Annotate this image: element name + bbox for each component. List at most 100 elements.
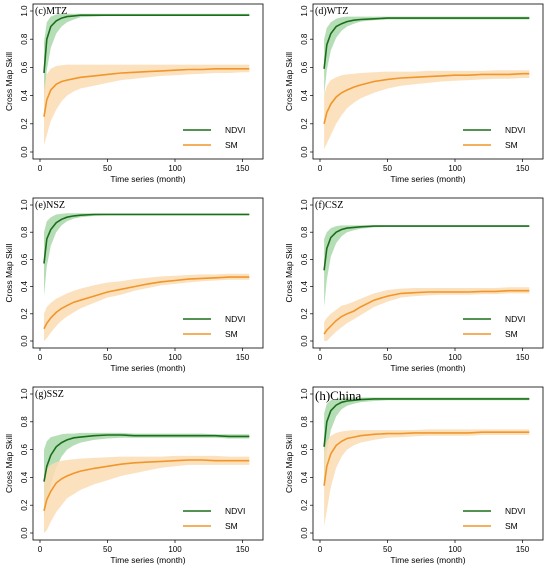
x-tick-label: 50 [383,545,392,554]
chart-panel-5: 0 50 100 150 0.0 0.2 0.4 0.6 0.8 1.0 Time series (… [4,386,264,565]
chart-panel-6: 0 50 100 150 0.0 0.2 0.4 0.6 0.8 1.0 Time series (… [284,386,544,565]
confidence-band-sm [324,70,530,150]
x-tick-label: 100 [168,545,182,554]
x-tick-label: 100 [168,164,182,173]
legend-label-ndvi: NDVI [505,314,525,324]
y-tick-label: 0.0 [300,527,309,539]
confidence-band-sm [44,64,250,145]
x-tick-label: 50 [383,164,392,173]
x-tick-label: 0 [318,353,323,362]
confidence-band-ndvi [44,13,250,105]
y-tick-label: 0.4 [300,89,309,101]
y-tick-label: 1.0 [20,5,29,17]
legend-label-ndvi: NDVI [225,125,245,135]
x-axis-label: Time series (month) [390,363,465,373]
x-tick-label: 150 [516,164,530,173]
chart-panel-2: 0 50 100 150 0.0 0.2 0.4 0.6 0.8 1.0 Time series (… [284,3,544,184]
y-tick-label: 1.0 [300,199,309,211]
series-line-sm [43,459,250,511]
series-line-sm [323,72,530,124]
series-line-ndvi [43,434,250,482]
plot-frame [32,197,264,349]
y-axis-label: Cross Map Skill [4,52,14,111]
x-tick-label: 0 [318,545,323,554]
x-tick-label: 100 [448,353,462,362]
series-line-ndvi [323,225,530,271]
y-tick-label: 0.8 [300,416,309,428]
x-tick-label: 100 [168,353,182,362]
x-tick-label: 150 [236,545,250,554]
y-tick-label: 0.8 [20,226,29,238]
x-axis-label: Time series (month) [110,174,185,184]
y-tick-label: 0.0 [20,527,29,539]
series-line-ndvi [323,398,530,447]
y-tick-label: 0.4 [20,89,29,101]
x-tick-label: 50 [103,353,112,362]
x-axis-label: Time series (month) [110,363,185,373]
y-tick-label: 0.2 [300,499,309,511]
y-tick-label: 0.6 [300,443,309,455]
y-axis-label: Cross Map Skill [4,243,14,302]
plot-frame [32,386,264,541]
x-tick-label: 0 [38,545,43,554]
confidence-band-sm [324,287,530,341]
legend-label-sm: SM [225,521,238,531]
series-line-ndvi [323,17,530,69]
chart-panel-1: 0 50 100 150 0.0 0.2 0.4 0.6 0.8 1.0 Time series (… [4,3,264,184]
panel-title: (e)NSZ [35,200,65,211]
x-tick-label: 50 [383,353,392,362]
y-tick-label: 0.2 [20,118,29,130]
y-tick-label: 0.8 [300,226,309,238]
y-tick-label: 1.0 [20,388,29,400]
confidence-band-ndvi [324,225,530,307]
panel-title: (f)CSZ [315,200,343,211]
confidence-band-sm [324,429,530,526]
plot-frame [312,386,544,541]
x-tick-label: 100 [448,164,462,173]
y-tick-label: 0.6 [300,253,309,265]
legend-label-sm: SM [225,329,238,339]
y-tick-label: 0.0 [20,146,29,158]
y-tick-label: 0.2 [300,308,309,320]
series-line-sm [43,68,250,117]
confidence-band-ndvi [324,16,530,96]
y-axis-label: Cross Map Skill [4,434,14,493]
plot-frame [312,3,544,160]
panel-title: (c)MTZ [35,6,67,17]
legend-label-ndvi: NDVI [225,314,245,324]
y-tick-label: 0.2 [300,118,309,130]
series-line-ndvi [43,14,250,74]
x-tick-label: 50 [103,545,112,554]
x-axis-label: Time series (month) [110,555,185,565]
legend-label-sm: SM [505,329,518,339]
legend-label-sm: SM [225,140,238,150]
y-tick-label: 0.2 [20,308,29,320]
chart-panel-4: 0 50 100 150 0.0 0.2 0.4 0.6 0.8 1.0 Time series (… [284,197,544,373]
panel-title: (g)SSZ [35,389,64,400]
y-tick-label: 0.4 [20,471,29,483]
y-tick-label: 0.0 [300,335,309,347]
confidence-band-sm [44,455,250,533]
confidence-band-sm [44,273,250,341]
y-tick-label: 0.4 [300,280,309,292]
y-axis-label: Cross Map Skill [284,52,294,111]
panel-title: (h)China [315,388,361,403]
y-tick-label: 1.0 [20,199,29,211]
y-axis-label: Cross Map Skill [284,434,294,493]
y-tick-label: 0.8 [20,416,29,428]
confidence-band-ndvi [44,213,250,297]
x-axis-label: Time series (month) [390,555,465,565]
y-tick-label: 0.6 [20,61,29,73]
y-tick-label: 0.2 [20,499,29,511]
legend-label-ndvi: NDVI [505,506,525,516]
x-tick-label: 0 [38,164,43,173]
y-tick-label: 0.8 [20,33,29,45]
y-tick-label: 0.0 [300,146,309,158]
y-tick-label: 0.8 [300,33,309,45]
y-tick-label: 0.0 [20,335,29,347]
x-tick-label: 0 [38,353,43,362]
legend-label-sm: SM [505,521,518,531]
x-axis-label: Time series (month) [390,174,465,184]
plot-frame [32,3,264,160]
